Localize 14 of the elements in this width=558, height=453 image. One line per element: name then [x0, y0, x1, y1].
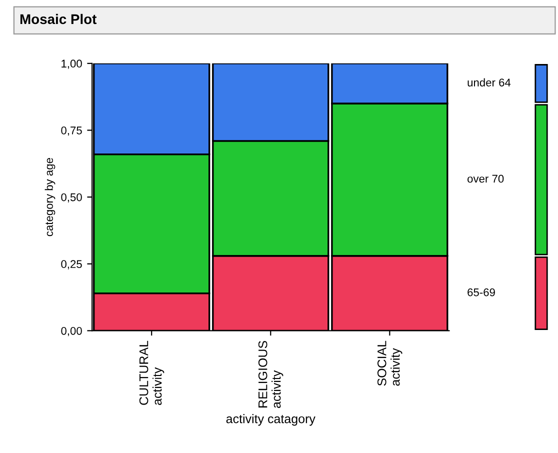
x-axis-title: activity catagory: [226, 414, 316, 426]
y-tick-label: 0,00: [61, 326, 82, 336]
y-tick-label: 1,00: [62, 60, 82, 69]
y-tick-label: 0,75: [61, 126, 82, 136]
y-axis-title: category by age: [44, 158, 56, 236]
series-label: 65-69: [468, 288, 495, 296]
x-tick-label: CULTURAL activity: [139, 340, 164, 405]
chart-title: Mosaic Plot: [20, 14, 97, 24]
y-tick-label: 0,25: [61, 260, 82, 270]
x-tick-label: SOCIAL activity: [377, 340, 402, 386]
series-label: over 70: [468, 174, 504, 183]
series-label: under 64: [468, 78, 511, 86]
x-tick-label: RELIGIOUS activity: [258, 340, 284, 408]
y-tick-label: 0,50: [61, 193, 82, 203]
